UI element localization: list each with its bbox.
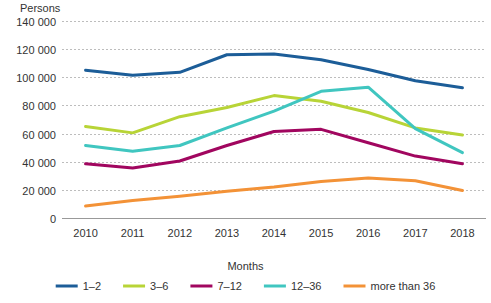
grid-line: [62, 190, 486, 191]
x-tick-label: 2012: [168, 227, 192, 239]
y-tick-label: 140 000: [16, 16, 56, 28]
legend-label: 3–6: [150, 280, 168, 292]
series-line: [86, 178, 463, 206]
legend-item: 1–2: [56, 280, 101, 292]
legend-swatch: [190, 285, 212, 288]
legend-swatch: [343, 285, 365, 288]
legend: 1–2 3–6 7–12 12–36 more than 36: [56, 280, 436, 292]
chart: 0 20 000 40 000 60 000 80 000 100 000 120 000 1…: [0, 0, 491, 303]
y-tick-label: 0: [50, 213, 56, 225]
y-tick-label: 100 000: [16, 72, 56, 84]
legend-swatch: [123, 285, 145, 288]
y-tick-label: 20 000: [22, 185, 56, 197]
x-tick-label: 2018: [450, 227, 474, 239]
x-tick-label: 2016: [356, 227, 380, 239]
grid-line: [62, 134, 486, 135]
grid: [62, 22, 486, 219]
legend-label: more than 36: [370, 280, 435, 292]
grid-line: [62, 162, 486, 163]
y-tick-label: 120 000: [16, 44, 56, 56]
grid-line: [62, 77, 486, 78]
series-line: [86, 96, 463, 135]
series-line: [86, 54, 463, 88]
y-tick-label: 40 000: [22, 157, 56, 169]
grid-line: [62, 21, 486, 22]
x-tick-label: 2017: [403, 227, 427, 239]
legend-item: more than 36: [343, 280, 435, 292]
x-axis-label: Months: [227, 260, 264, 272]
grid-line: [62, 49, 486, 50]
x-tick-label: 2011: [121, 227, 145, 239]
legend-label: 7–12: [217, 280, 241, 292]
legend-swatch: [264, 285, 286, 288]
y-tick-label: 60 000: [22, 129, 56, 141]
legend-label: 12–36: [291, 280, 322, 292]
grid-line: [62, 218, 486, 219]
y-tick-label: 80 000: [22, 100, 56, 112]
legend-item: 12–36: [264, 280, 322, 292]
series-group: [86, 54, 463, 206]
x-tick-label: 2010: [73, 227, 97, 239]
legend-label: 1–2: [83, 280, 101, 292]
x-tick-label: 2015: [309, 227, 333, 239]
grid-line: [62, 105, 486, 106]
legend-item: 3–6: [123, 280, 168, 292]
x-tick-label: 2013: [215, 227, 239, 239]
x-tick-label: 2014: [262, 227, 286, 239]
legend-swatch: [56, 285, 78, 288]
series-line: [86, 87, 463, 152]
legend-item: 7–12: [190, 280, 241, 292]
y-axis-label: Persons: [20, 2, 61, 14]
